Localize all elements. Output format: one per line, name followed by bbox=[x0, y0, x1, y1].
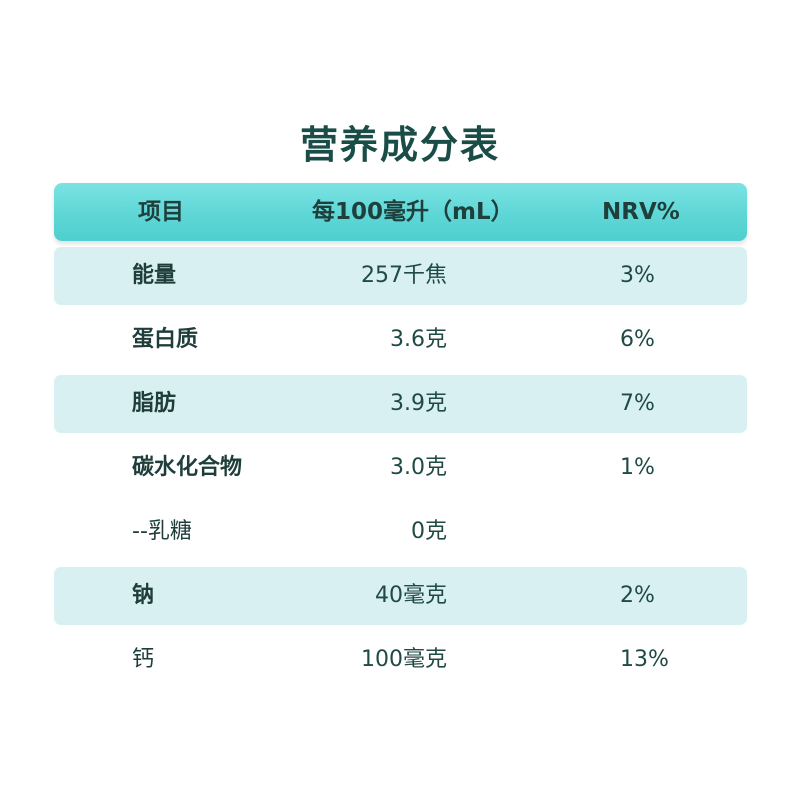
nutrient-nrv: 3% bbox=[620, 263, 655, 288]
nutrient-nrv: 6% bbox=[620, 327, 655, 352]
table-row: 钠 40毫克 2% bbox=[54, 567, 747, 625]
table-row: 脂肪 3.9克 7% bbox=[54, 375, 747, 433]
page-title: 营养成分表 bbox=[299, 123, 500, 167]
nutrient-value: 3.6克 bbox=[390, 327, 447, 352]
header-nrv: NRV% bbox=[602, 199, 680, 225]
nutrient-name: 脂肪 bbox=[132, 391, 177, 416]
nutrition-table: 项目 每100毫升（mL） NRV% 能量 257千焦 3% 蛋白质 3.6克 … bbox=[54, 183, 747, 689]
nutrient-name: 蛋白质 bbox=[132, 327, 199, 352]
header-per100: 每100毫升（mL） bbox=[312, 199, 514, 225]
nutrient-value: 3.9克 bbox=[390, 391, 447, 416]
nutrient-nrv: 13% bbox=[620, 647, 669, 672]
nutrient-name: 能量 bbox=[132, 263, 177, 288]
nutrient-value: 257千焦 bbox=[361, 263, 447, 288]
nutrient-name: 碳水化合物 bbox=[132, 455, 243, 480]
header-item: 项目 bbox=[138, 199, 184, 225]
nutrient-value: 0克 bbox=[411, 519, 447, 544]
table-row: 能量 257千焦 3% bbox=[54, 247, 747, 305]
nutrient-nrv: 1% bbox=[620, 455, 655, 480]
table-row: --乳糖 0克 bbox=[54, 503, 747, 561]
nutrient-value: 100毫克 bbox=[361, 647, 447, 672]
nutrient-name: 钠 bbox=[132, 583, 155, 608]
nutrient-name: --乳糖 bbox=[132, 519, 192, 544]
table-header: 项目 每100毫升（mL） NRV% bbox=[54, 183, 747, 241]
nutrient-name: 钙 bbox=[132, 647, 155, 672]
nutrient-value: 40毫克 bbox=[375, 583, 447, 608]
nutrient-value: 3.0克 bbox=[390, 455, 447, 480]
nutrient-nrv: 2% bbox=[620, 583, 655, 608]
table-row: 蛋白质 3.6克 6% bbox=[54, 311, 747, 369]
nutrient-nrv: 7% bbox=[620, 391, 655, 416]
table-row: 钙 100毫克 13% bbox=[54, 631, 747, 689]
table-row: 碳水化合物 3.0克 1% bbox=[54, 439, 747, 497]
